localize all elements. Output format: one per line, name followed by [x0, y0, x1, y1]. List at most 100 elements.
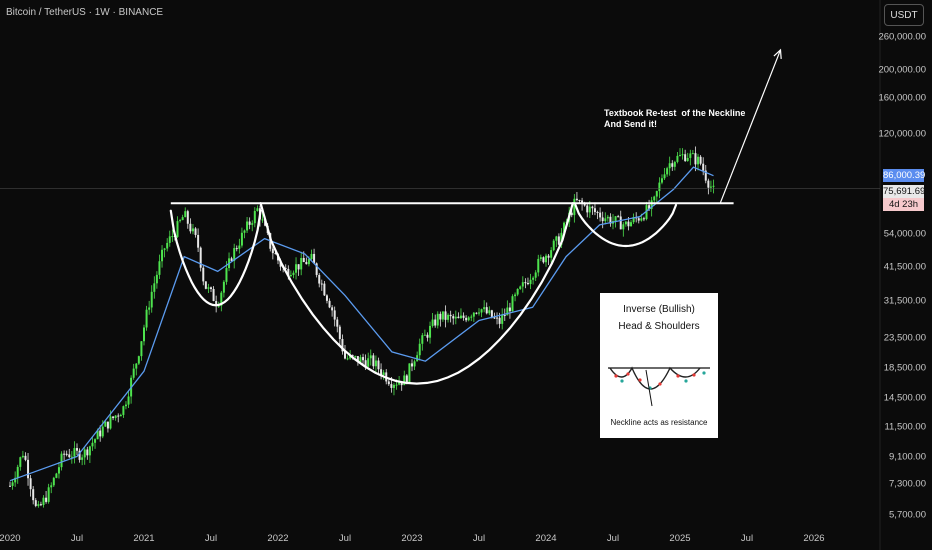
candle-up — [346, 358, 349, 360]
candle-up — [137, 356, 140, 364]
candle-down — [65, 453, 68, 455]
candle-down — [202, 267, 205, 282]
candle-up — [261, 219, 264, 221]
x-tick-label: 2021 — [133, 533, 155, 544]
candle-up — [16, 466, 19, 478]
y-tick-label: 120,000.00 — [878, 128, 926, 140]
candle-up — [91, 442, 94, 447]
candle-up — [660, 178, 663, 183]
y-tick-label: 7,300.00 — [889, 478, 926, 490]
right-shoulder-curve — [574, 203, 678, 248]
candle-up — [73, 448, 76, 457]
candle-down — [462, 315, 465, 318]
candle-down — [315, 263, 318, 275]
candle-up — [181, 217, 184, 221]
candle-up — [488, 310, 491, 314]
candle-up — [573, 198, 576, 216]
diagram-red-markers — [614, 372, 696, 386]
candle-down — [364, 360, 367, 367]
candle-up — [673, 161, 676, 167]
candle-down — [377, 360, 380, 370]
candle-down — [637, 218, 640, 221]
candle-up — [256, 208, 259, 212]
candle-down — [648, 205, 651, 209]
candle-down — [39, 504, 42, 506]
x-tick-label: 2026 — [803, 533, 825, 544]
x-tick-label: 2025 — [669, 533, 691, 544]
candle-down — [34, 500, 37, 506]
candle-up — [467, 317, 470, 321]
candle-up — [374, 360, 377, 367]
currency-button[interactable]: USDT — [884, 4, 924, 26]
candle-down — [390, 384, 393, 388]
candle-up — [300, 257, 303, 270]
candle-up — [52, 477, 55, 486]
candle-up — [431, 319, 434, 326]
candle-up — [563, 222, 566, 233]
y-tick-label: 11,500.00 — [884, 421, 926, 433]
candle-down — [694, 153, 697, 165]
candle-down — [704, 170, 707, 181]
candle-down — [63, 453, 66, 455]
candle-down — [331, 307, 334, 311]
candle-down — [524, 282, 527, 284]
candle-down — [9, 485, 11, 487]
candle-down — [405, 375, 408, 383]
x-tick-label: Jul — [338, 533, 352, 544]
candle-up — [632, 217, 635, 223]
candle-up — [398, 382, 401, 385]
candle-up — [588, 206, 591, 213]
x-tick-label: Jul — [70, 533, 84, 544]
candle-up — [650, 200, 653, 209]
head-shoulders-diagram — [608, 366, 710, 407]
candle-down — [411, 363, 413, 367]
candle-up — [539, 257, 542, 259]
candle-down — [601, 217, 604, 222]
candle-up — [676, 155, 679, 162]
candle-up — [604, 218, 607, 222]
candle-up — [624, 221, 627, 225]
candle-up — [289, 274, 292, 277]
candle-up — [135, 363, 138, 369]
candle-up — [207, 287, 210, 289]
candle-down — [45, 497, 48, 502]
candle-up — [501, 314, 504, 324]
ma-price-tag: 86,000.39 — [883, 169, 926, 182]
candle-down — [465, 317, 468, 321]
candle-up — [161, 249, 164, 262]
candle-down — [106, 421, 109, 429]
candle-down — [583, 204, 586, 206]
candle-down — [578, 199, 581, 201]
candle-down — [457, 316, 460, 319]
candle-down — [189, 223, 192, 232]
candle-up — [459, 315, 462, 319]
candle-down — [99, 430, 102, 437]
candle-down — [380, 369, 383, 376]
candle-down — [287, 268, 290, 277]
candle-up — [369, 355, 372, 359]
candle-down — [248, 221, 251, 225]
candle-down — [593, 208, 596, 212]
y-tick-label: 200,000.00 — [878, 64, 926, 76]
candle-down — [318, 274, 321, 284]
candle-up — [158, 261, 161, 275]
candle-down — [699, 156, 702, 164]
x-tick-label: 2020 — [0, 533, 21, 544]
candle-up — [712, 185, 715, 187]
candle-up — [514, 294, 517, 297]
candle-up — [140, 341, 143, 357]
candle-down — [302, 257, 305, 263]
last-price-tag: 75,691.69 — [883, 185, 926, 198]
legend-title-line2: Head & Shoulders — [618, 321, 700, 332]
candle-down — [557, 236, 560, 245]
candle-up — [614, 216, 617, 222]
candle-up — [655, 191, 658, 197]
candle-down — [199, 247, 202, 268]
candle-down — [210, 287, 212, 289]
candle-up — [653, 196, 656, 201]
candle-down — [508, 307, 511, 312]
candle-down — [591, 206, 594, 209]
candle-down — [320, 283, 323, 285]
candle-up — [251, 223, 254, 225]
